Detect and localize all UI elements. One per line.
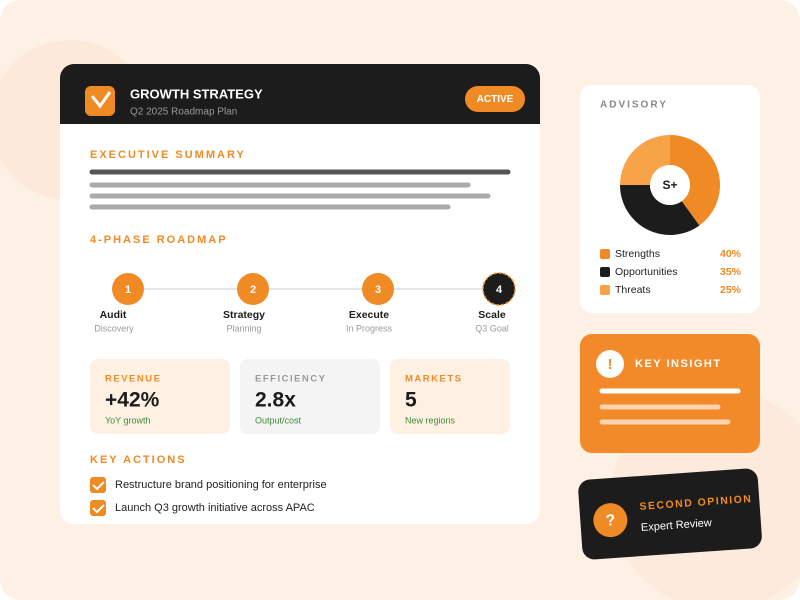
metric-value: 5 — [405, 389, 417, 412]
phase-name: Audit — [100, 309, 127, 321]
metric-label: EFFICIENCY — [255, 374, 326, 385]
legend-swatch — [600, 285, 610, 295]
legend-value: 35% — [720, 266, 742, 278]
action-item: Launch Q3 growth initiative across APAC — [115, 502, 315, 514]
metrics: REVENUE +42% YoY growth EFFICIENCY 2.8x Outpu… — [90, 359, 510, 434]
status-pill[interactable] — [465, 86, 525, 112]
phase-step: 2 — [250, 284, 256, 296]
second-opinion-card: ? SECOND OPINION Expert Review — [578, 468, 762, 560]
logo — [85, 86, 115, 116]
phase-name: Scale — [478, 309, 506, 321]
legend-value: 40% — [720, 248, 742, 260]
legend-swatch — [600, 249, 610, 259]
phases: 1 Audit Discovery 2 Strategy Planning 3 Execute… — [94, 272, 516, 333]
donut — [620, 135, 720, 236]
phase-step: 3 — [375, 284, 381, 296]
checkmark — [92, 481, 105, 491]
second-opinion-bg — [578, 468, 762, 560]
metric-label: REVENUE — [105, 374, 161, 385]
phase-detail: Discovery — [94, 323, 134, 333]
checkbox — [90, 477, 106, 493]
second-opinion-icon: ? — [605, 512, 616, 530]
badge: S+ — [662, 178, 677, 192]
logo-check — [90, 91, 112, 109]
legend-value: 25% — [720, 284, 742, 296]
metric-value: 2.8x — [255, 389, 296, 412]
donut-segment — [620, 185, 700, 236]
metric-label: MARKETS — [405, 374, 462, 385]
card-header — [60, 64, 540, 124]
phase-detail: Planning — [226, 323, 261, 333]
phase-circle — [112, 273, 144, 305]
metric-card — [90, 359, 230, 434]
phase-circle — [482, 272, 516, 306]
action-item: Restructure brand positioning for enterp… — [115, 479, 327, 491]
legend-name: Opportunities — [615, 266, 677, 278]
phase-step: 4 — [496, 284, 503, 296]
insight-icon-bg — [596, 350, 624, 378]
metric-card — [240, 359, 380, 434]
second-opinion-text: Expert Review — [641, 517, 713, 534]
subtitle: Q2 2025 Roadmap Plan — [130, 107, 237, 118]
metric-value: +42% — [105, 389, 160, 412]
legend: Strengths 40% Opportunities 35% Threats 25% — [600, 248, 742, 296]
phase-name: Execute — [349, 309, 389, 321]
section-heading: KEY ACTIONS — [90, 454, 187, 466]
donut-hole — [650, 165, 690, 205]
phase-circle — [237, 273, 269, 305]
status: ACTIVE — [477, 94, 514, 105]
metric-card — [390, 359, 510, 434]
second-opinion-icon-bg — [593, 503, 628, 538]
insight-icon: ! — [608, 356, 613, 373]
phase-detail: In Progress — [346, 323, 393, 333]
phase-circle — [362, 273, 394, 305]
metric-note: Output/cost — [255, 415, 302, 425]
phase-step: 1 — [125, 284, 131, 296]
checkmark — [92, 504, 105, 514]
section-heading: 4-PHASE ROADMAP — [90, 234, 228, 246]
donut-segment — [670, 135, 720, 226]
insight-heading: KEY INSIGHT — [635, 358, 722, 370]
legend-name: Threats — [615, 284, 651, 296]
legend-name: Strengths — [615, 248, 660, 260]
phase-name: Strategy — [223, 309, 265, 321]
title: GROWTH STRATEGY — [130, 86, 263, 101]
actions: Restructure brand positioning for enterp… — [90, 477, 327, 516]
phase-detail: Q3 Goal — [475, 323, 509, 333]
metric-note: New regions — [405, 415, 456, 425]
donut-segment — [620, 135, 670, 185]
section-heading: EXECUTIVE SUMMARY — [90, 149, 246, 161]
advisory-heading: ADVISORY — [600, 100, 668, 111]
legend-swatch — [600, 267, 610, 277]
metric-note: YoY growth — [105, 415, 151, 425]
checkbox — [90, 500, 106, 516]
